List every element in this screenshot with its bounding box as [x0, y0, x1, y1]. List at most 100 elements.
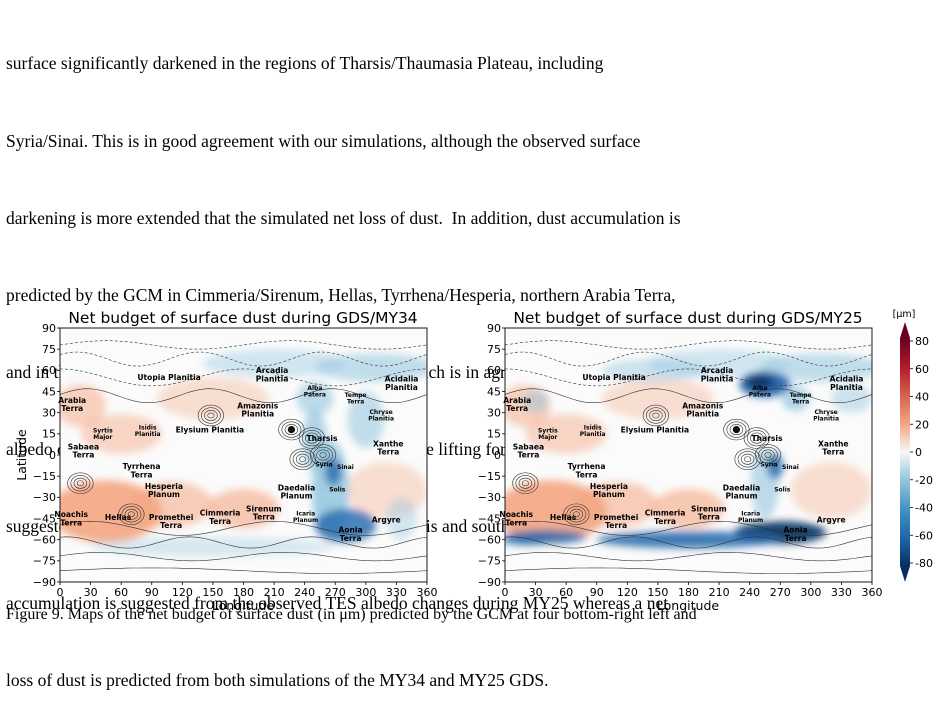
region-label: Hellas — [105, 513, 132, 522]
region-label-line: Terra — [505, 518, 527, 527]
contour-ring — [73, 477, 88, 489]
colorbar-tick-label: -60 — [915, 529, 933, 542]
region-label-line: Terra — [61, 404, 83, 413]
region-label: Cimmeria Terra — [200, 509, 241, 526]
contour-lines — [60, 340, 427, 574]
region-label-line: Planitia — [701, 374, 734, 383]
colorbar-unit: [μm] — [893, 309, 916, 320]
latitude-tick-label: −90 — [478, 576, 501, 589]
region-label: Promethei Terra — [594, 513, 638, 530]
y-axis-label: Latitude — [14, 429, 29, 481]
region-label-line: Planum — [148, 490, 180, 499]
contour-line — [60, 368, 427, 387]
contour-ring — [299, 456, 307, 463]
latitude-tick-label: 45 — [42, 385, 56, 398]
latitude-tick-label: 90 — [42, 322, 56, 335]
contour-ring — [284, 424, 299, 436]
contour-ring — [515, 475, 536, 492]
longitude-tick-label: 270 — [770, 586, 791, 599]
region-label-line: Sabaea — [68, 442, 99, 451]
region-label: Syria — [315, 461, 332, 468]
region-label: Arabia Terra — [503, 396, 531, 413]
region-label: Sinai — [782, 464, 799, 471]
longitude-tick-label: 330 — [831, 586, 852, 599]
region-label-line: Terra — [253, 513, 275, 522]
contour-ring — [753, 435, 761, 441]
contour-ring — [313, 446, 333, 464]
region-label-line: Chryse — [815, 409, 838, 416]
region-label: Daedalia Planum — [723, 483, 760, 500]
dust-patch — [523, 390, 548, 413]
longitude-tick-label: 0 — [502, 586, 509, 599]
region-label: Syrtis Major — [538, 427, 558, 441]
region-label: Utopia Planitia — [582, 373, 645, 382]
region-label-line: Tyrrhena — [568, 462, 606, 471]
region-label: Arcadia Planitia — [256, 366, 289, 383]
region-label-line: Terra — [792, 399, 809, 406]
contour-ring — [652, 412, 660, 419]
region-label-line: Argyre — [372, 516, 401, 525]
longitude-tick-label: 150 — [202, 586, 223, 599]
region-label-line: Alba — [307, 385, 322, 392]
region-label-line: Acidalia — [385, 375, 419, 384]
contour-line — [505, 388, 872, 403]
region-label-line: Acidalia — [830, 375, 864, 384]
region-label-line: Tempe — [345, 392, 367, 399]
region-label: Sinai — [337, 464, 354, 471]
contour-ring — [758, 446, 778, 464]
region-label: Aonia Terra — [338, 526, 362, 543]
longitude-tick-label: 60 — [114, 586, 128, 599]
contour-ring — [281, 421, 302, 438]
dust-patches — [60, 349, 427, 557]
latitude-tick-label: 0 — [49, 449, 56, 462]
latitude-tick-label: −60 — [478, 533, 501, 546]
contour-ring — [70, 475, 91, 492]
latitude-tick-label: 45 — [487, 385, 501, 398]
region-label: Chryse Planitia — [368, 409, 394, 423]
colorbar-tick-label: 0 — [915, 446, 922, 459]
dust-patch — [601, 359, 704, 382]
contour-line — [505, 552, 872, 562]
region-label-line: Hesperia — [590, 482, 628, 491]
longitude-tick-label: 300 — [355, 586, 376, 599]
dust-patch — [596, 531, 781, 549]
colorbar-gradient — [900, 338, 910, 566]
longitude-ticks: 0 30 60 90 120 150 180 210 240 270 300 330 360 — [57, 582, 438, 599]
region-label: Sirenum Terra — [246, 504, 282, 521]
region-label-line: Planitia — [686, 410, 719, 419]
region-label: Tharsis — [306, 434, 338, 443]
colorbar: [μm] 80 60 40 20 0 -20 -40 -60 -80 — [893, 309, 933, 582]
latitude-tick-label: 60 — [42, 364, 56, 377]
contour-ring — [645, 407, 666, 424]
dust-budget-figure: Net budget of surface dust during GDS/MY… — [0, 300, 943, 631]
region-label-line: Promethei — [594, 513, 638, 522]
region-label-line: Alba — [752, 385, 767, 392]
paragraph-line: accumulation is suggested from the obser… — [6, 593, 669, 614]
region-label-line: Terra — [377, 448, 399, 457]
dust-patch — [156, 377, 269, 420]
region-label: Aonia Terra — [783, 526, 807, 543]
region-label: Tharsis — [751, 434, 783, 443]
longitude-ticks: 0 30 60 90 120 150 180 210 240 270 300 330 360 — [502, 582, 883, 599]
contour-ring — [200, 407, 221, 424]
dust-patch — [790, 462, 872, 519]
contour-line — [60, 340, 427, 350]
longitude-tick-label: 360 — [417, 586, 438, 599]
region-label-line: Amazonis — [682, 401, 724, 410]
longitude-tick-label: 180 — [678, 586, 699, 599]
region-label-line: Daedalia — [723, 483, 760, 492]
latitude-tick-label: 75 — [42, 343, 56, 356]
latitude-tick-label: −90 — [33, 576, 56, 589]
longitude-tick-label: 210 — [709, 586, 730, 599]
region-label: Alba Patera — [304, 385, 326, 399]
contour-line — [60, 388, 427, 403]
x-axis-label: Longitude — [657, 598, 719, 613]
longitude-tick-label: 270 — [325, 586, 346, 599]
contour-ring — [308, 435, 316, 441]
region-label-line: Planitia — [256, 374, 289, 383]
contour-line — [60, 351, 427, 367]
region-label-line: Major — [93, 434, 112, 441]
region-label: Icaria Planum — [293, 511, 318, 525]
region-label-line: Planitia — [368, 416, 394, 423]
contour-ring — [563, 503, 590, 525]
